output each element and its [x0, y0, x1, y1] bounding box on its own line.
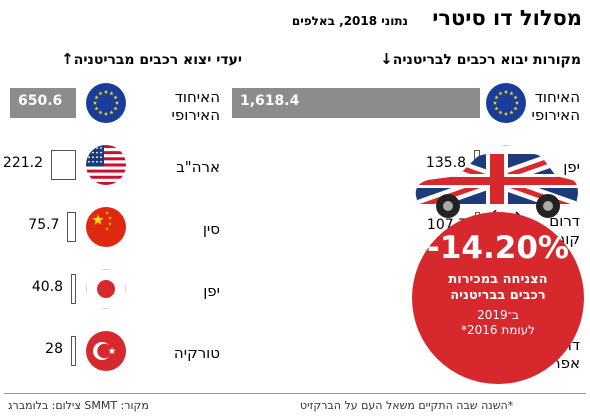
page-subtitle: נתוני 2018, באלפים: [291, 14, 408, 28]
exports-value-label: 650.6: [18, 93, 63, 109]
exports-bar: [51, 150, 76, 180]
callout-line-3: ב־2019: [477, 308, 519, 322]
exports-bar: [71, 274, 76, 304]
imports-bar: [232, 88, 480, 118]
page-title: מסלול דו סיטרי: [432, 6, 582, 30]
arrow-down-icon: ↓: [380, 50, 393, 68]
imports-row: האיחוד האירופי 1,618.4: [228, 78, 580, 134]
imports-country-label: יפן: [563, 158, 580, 176]
japan-flag-icon: [86, 269, 126, 309]
exports-country-label: סין: [202, 220, 220, 238]
china-flag-icon: [86, 207, 126, 247]
source-credit: מקור: SMMT צילום: בלומברג: [8, 399, 149, 412]
footnote: *השנה שבה התקיים משאל העם על הברקזיט: [300, 399, 514, 412]
imports-heading: מקורות יבוא רכבים לבריטניה↓: [374, 50, 581, 68]
exports-row: ארה"ב 221.2: [3, 140, 220, 196]
callout-line-1: הצניחה במכירות: [448, 272, 548, 287]
exports-value-label: 28: [45, 341, 63, 357]
exports-bar: [10, 88, 76, 118]
imports-value-label: 1,618.4: [240, 93, 300, 109]
exports-heading-label: יעדי יצוא רכבים מבריטניה: [73, 52, 242, 68]
exports-country-label: ארה"ב: [176, 158, 220, 176]
sales-drop-callout: -14.20% הצניחה במכירות רכבים בבריטניה ב־…: [412, 212, 584, 384]
exports-heading: יעדי יצוא רכבים מבריטניה↑: [55, 50, 242, 68]
callout-line-2: רכבים בבריטניה: [450, 288, 546, 303]
exports-value-label: 221.2: [2, 155, 43, 171]
exports-country-label: האיחוד האירופי: [171, 88, 220, 124]
imports-value-label: 135.8: [425, 155, 466, 171]
eu-flag-icon: [486, 83, 526, 123]
car-illustration: [415, 154, 578, 218]
exports-row: האיחוד האירופי 650.6: [8, 78, 220, 134]
imports-heading-label: מקורות יבוא רכבים לבריטניה: [392, 52, 581, 68]
usa-flag-icon: [86, 145, 126, 185]
callout-percent: -14.20%: [427, 230, 569, 266]
exports-value-label: 40.8: [31, 279, 63, 295]
turkey-flag-icon: [86, 331, 126, 371]
exports-country-label: טורקיה: [173, 344, 220, 362]
exports-bar: [67, 212, 76, 242]
exports-value-label: 75.7: [28, 217, 60, 233]
footer-divider: [4, 393, 586, 394]
exports-bar: [71, 336, 76, 366]
eu-flag-icon: [86, 83, 126, 123]
exports-country-label: יפן: [203, 282, 220, 300]
callout-line-4: לעומת 2016*: [461, 323, 535, 337]
exports-row: סין 75.7: [8, 202, 220, 258]
exports-row: יפן 40.8: [8, 264, 220, 320]
exports-row: טורקיה 28: [8, 326, 220, 382]
imports-country-label: האיחוד האירופי: [531, 88, 580, 124]
arrow-up-icon: ↑: [61, 50, 74, 68]
